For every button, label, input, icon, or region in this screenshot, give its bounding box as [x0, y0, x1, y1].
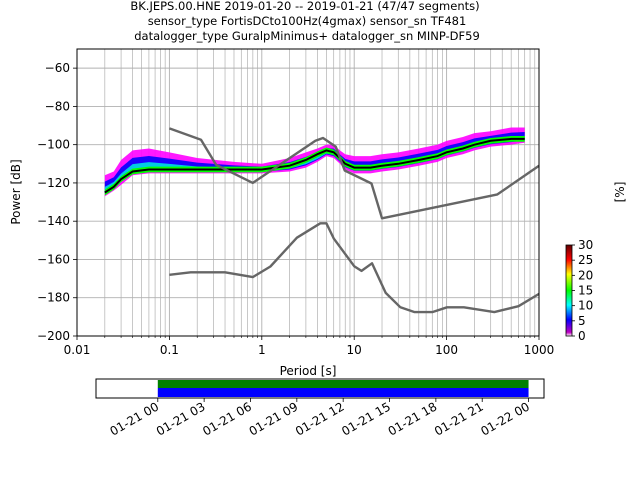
- psd-mode-line: [104, 137, 525, 194]
- coverage-tick-label: 01-21 09: [247, 399, 301, 438]
- coverage-tick-label: 01-21 15: [339, 399, 393, 438]
- noise-models: [168, 127, 540, 314]
- y-axis-ticks: −60 −80 −100 −120 −140 −160 −180 −200: [37, 61, 77, 343]
- y-tick-label: −120: [37, 176, 70, 190]
- coverage-gap-bar: [157, 380, 529, 388]
- header-line-3: datalogger_type GuralpMinimus+ datalogge…: [134, 29, 480, 43]
- y-axis-label: Power [dB]: [9, 159, 23, 224]
- y-tick-label: −180: [37, 291, 70, 305]
- psd-plot: 0.01 0.1 1 10 100 1000 −60 −80 −100 −120 −140 −160…: [9, 48, 555, 378]
- colorbar-gradient: [565, 244, 573, 337]
- x-tick-label: 1: [258, 343, 266, 357]
- y-tick-label: −100: [37, 138, 70, 152]
- colorbar-tick-label: 5: [578, 314, 586, 328]
- x-tick-label: 10: [347, 343, 362, 357]
- y-tick-label: −60: [45, 61, 70, 75]
- x-tick-label: 0.01: [64, 343, 91, 357]
- noise-model-high: [168, 127, 540, 220]
- colorbar-label: [%]: [613, 182, 627, 203]
- colorbar-tick-label: 15: [578, 284, 593, 298]
- coverage-tick-label: 01-21 00: [108, 399, 162, 438]
- colorbar-tick-label: 30: [578, 238, 593, 252]
- header-line-2: sensor_type FortisDCto100Hz(4gmax) senso…: [148, 14, 467, 28]
- x-axis-ticks: 0.01 0.1 1 10 100 1000: [64, 336, 555, 357]
- coverage-data-bar: [157, 388, 529, 397]
- x-tick-label: 0.1: [160, 343, 179, 357]
- plot-frame: [76, 48, 540, 337]
- coverage-tick-label: 01-21 21: [432, 399, 486, 438]
- x-axis-label: Period [s]: [280, 364, 337, 378]
- density-band-mid: [104, 132, 525, 194]
- coverage-tick-label: 01-21 03: [154, 399, 208, 438]
- coverage-tick-label: 01-21 06: [200, 399, 254, 438]
- colorbar-tick-label: 10: [578, 299, 593, 313]
- y-tick-label: −140: [37, 214, 70, 228]
- colorbar-tick-label: 0: [578, 329, 586, 343]
- density-band-low: [104, 127, 525, 197]
- header-line-1: BK.JEPS.00.HNE 2019-01-20 -- 2019-01-21 …: [130, 0, 479, 13]
- y-tick-label: −160: [37, 252, 70, 266]
- coverage-tick-label: 01-21 12: [293, 399, 347, 438]
- y-tick-label: −80: [45, 99, 70, 113]
- x-tick-label: 100: [435, 343, 458, 357]
- coverage-tick-label: 01-21 18: [386, 399, 440, 438]
- psd-density: [104, 127, 525, 197]
- noise-model-low: [169, 222, 540, 314]
- colorbar-tick-label: 20: [578, 268, 593, 282]
- colorbar-tick-label: 25: [578, 253, 593, 267]
- y-tick-label: −200: [37, 329, 70, 343]
- x-tick-label: 1000: [524, 343, 555, 357]
- grid-lines: [76, 49, 539, 337]
- coverage-tick-label: 01-22 00: [478, 399, 532, 438]
